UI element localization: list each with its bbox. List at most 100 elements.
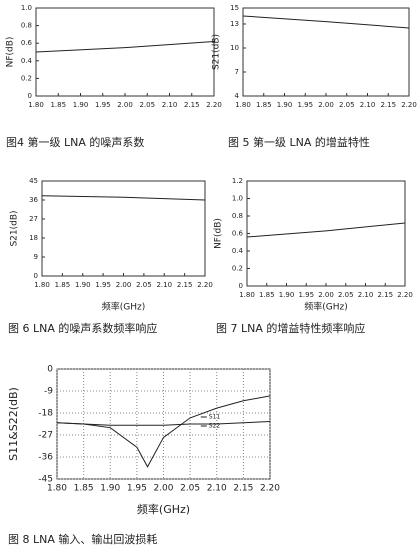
y-tick-label: 1.2 — [232, 177, 243, 185]
y-axis-label: NF(dB) — [6, 37, 16, 68]
line — [246, 222, 406, 238]
y-tick-label: 0.2 — [232, 265, 243, 273]
y-tick-label: 0 — [47, 365, 53, 375]
x-tick-label: 1.95 — [127, 484, 147, 494]
x-tick-label: 2.05 — [338, 291, 354, 299]
x-tick-label: 2.00 — [153, 484, 173, 494]
x-tick-label: 1.85 — [55, 281, 71, 289]
x-tick-label: 2.00 — [116, 281, 132, 289]
x-tick-label: 2.10 — [360, 101, 376, 109]
y-tick-label: 0.6 — [232, 230, 244, 238]
x-tick-label: 2.20 — [260, 484, 280, 494]
x-tick-label: 1.90 — [100, 484, 120, 494]
x-tick-label: 1.90 — [279, 291, 295, 299]
x-tick-label: 2.00 — [318, 101, 334, 109]
plot-frame — [41, 180, 206, 277]
caption: 图 6 LNA 的噪声系数频率响应 — [8, 321, 157, 335]
x-tick-label: 2.15 — [380, 101, 396, 109]
x-tick-label: 1.85 — [256, 101, 272, 109]
x-tick-label: 1.90 — [75, 281, 91, 289]
x-tick-label: 1.90 — [277, 101, 293, 109]
line — [56, 395, 271, 468]
x-tick-label: 1.85 — [50, 101, 66, 109]
caption: 图4 第一级 LNA 的噪声系数 — [6, 135, 144, 149]
x-axis-label: 频率(GHz) — [102, 301, 146, 313]
y-tick-label: -27 — [38, 431, 53, 441]
x-tick-label: 1.85 — [259, 291, 275, 299]
line — [56, 421, 271, 426]
x-tick-label: 2.10 — [156, 281, 172, 289]
x-tick-label: 2.05 — [339, 101, 355, 109]
y-tick-label: 7 — [235, 68, 239, 76]
y-tick-label: 0.4 — [232, 247, 244, 255]
x-tick-label: 1.80 — [47, 484, 67, 494]
y-axis-label: S21(dB) — [212, 34, 222, 70]
x-tick-label: 2.20 — [206, 101, 222, 109]
y-tick-label: 0 — [34, 272, 38, 280]
caption: 图 8 LNA 输入、输出回波损耗 — [8, 532, 157, 546]
y-tick-label: 10 — [230, 44, 239, 52]
y-axis-label: S21(dB) — [10, 210, 20, 246]
x-tick-label: 1.95 — [297, 101, 313, 109]
y-tick-label: 9 — [34, 253, 38, 261]
x-tick-label: 2.15 — [233, 484, 253, 494]
plot-frame — [246, 180, 406, 287]
x-tick-label: 2.05 — [180, 484, 200, 494]
x-tick-label: 1.95 — [95, 101, 111, 109]
y-tick-label: 4 — [235, 92, 240, 100]
y-axis-label: S11&S22(dB) — [7, 387, 20, 461]
legend-label: S22 — [209, 423, 221, 430]
x-tick-label: 2.15 — [184, 101, 200, 109]
y-tick-label: -45 — [38, 475, 53, 485]
x-tick-label: 2.00 — [318, 291, 334, 299]
x-tick-label: 1.80 — [239, 291, 255, 299]
line — [242, 15, 410, 29]
x-tick-label: 1.80 — [28, 101, 44, 109]
plot-frame — [35, 7, 215, 97]
x-tick-label: 2.15 — [377, 291, 393, 299]
y-tick-label: -18 — [38, 409, 53, 419]
line — [41, 195, 206, 201]
y-tick-label: -9 — [44, 387, 53, 397]
caption: 图 7 LNA 的增益特性频率响应 — [216, 321, 365, 335]
x-tick-label: 2.20 — [397, 291, 413, 299]
y-axis-label: NF(dB) — [214, 218, 224, 249]
y-tick-label: 0 — [239, 282, 243, 290]
y-tick-label: 36 — [29, 196, 38, 204]
y-tick-label: 0.2 — [21, 74, 32, 82]
x-tick-label: 2.00 — [117, 101, 133, 109]
y-tick-label: 0.8 — [232, 212, 243, 220]
x-tick-label: 2.05 — [139, 101, 155, 109]
y-tick-label: 1.0 — [232, 195, 243, 203]
x-tick-label: 2.20 — [401, 101, 417, 109]
x-tick-label: 2.10 — [162, 101, 178, 109]
x-tick-label: 1.90 — [73, 101, 89, 109]
x-tick-label: 1.85 — [74, 484, 94, 494]
x-axis-label: 频率(GHz) — [304, 301, 348, 313]
y-tick-label: -36 — [38, 453, 53, 463]
x-tick-label: 1.95 — [298, 291, 314, 299]
y-tick-label: 45 — [29, 177, 38, 185]
x-tick-label: 1.80 — [34, 281, 50, 289]
y-tick-label: 18 — [29, 234, 38, 242]
legend-label: S11 — [209, 414, 221, 421]
y-tick-label: 0 — [28, 92, 32, 100]
x-tick-label: 2.15 — [177, 281, 193, 289]
y-tick-label: 13 — [230, 20, 239, 28]
y-tick-label: 0.8 — [21, 22, 32, 30]
y-tick-label: 1.0 — [21, 4, 32, 12]
y-tick-label: 0.6 — [21, 39, 33, 47]
x-tick-label: 2.05 — [136, 281, 152, 289]
x-tick-label: 2.10 — [358, 291, 374, 299]
x-tick-label: 1.95 — [95, 281, 111, 289]
y-tick-label: 27 — [29, 215, 38, 223]
y-tick-label: 15 — [230, 4, 239, 12]
x-tick-label: 1.80 — [235, 101, 251, 109]
caption: 图 5 第一级 LNA 的增益特性 — [228, 135, 370, 149]
x-axis-label: 频率(GHz) — [137, 502, 190, 516]
x-tick-label: 2.10 — [207, 484, 227, 494]
y-tick-label: 0.4 — [21, 57, 33, 65]
line — [35, 40, 215, 53]
x-tick-label: 2.20 — [197, 281, 213, 289]
